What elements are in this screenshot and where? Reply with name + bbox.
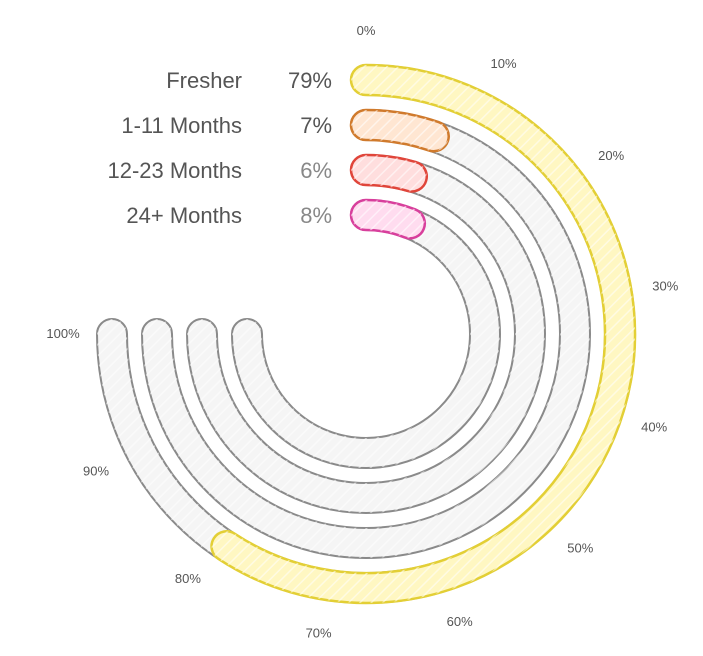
angle-tick-labels: 0% 10% 20% 30% 40% 50% 60% 70% 80% 90% 100% (46, 23, 678, 640)
legend-value-1-11-months: 7% (300, 113, 332, 138)
legend-label-1-11-months: 1-11 Months (121, 113, 242, 138)
legend-label-24-months: 24+ Months (126, 203, 242, 228)
bar-hatch-fresher (211, 65, 636, 604)
tick-label-10: 10% (491, 56, 517, 71)
tick-label-50: 50% (567, 540, 593, 555)
legend: Fresher 79% 1-11 Months 7% 12-23 Months 6% 24+… (107, 68, 332, 228)
legend-value-12-23-months: 6% (300, 158, 332, 183)
legend-label-12-23-months: 12-23 Months (107, 158, 242, 183)
legend-label-fresher: Fresher (166, 68, 242, 93)
data-bars (210, 63, 637, 605)
bar-hatch-24-months (351, 200, 425, 239)
tick-label-90: 90% (83, 464, 109, 479)
tick-label-80: 80% (175, 571, 201, 586)
tick-label-40: 40% (641, 420, 667, 435)
tick-label-60: 60% (447, 614, 473, 629)
legend-value-24-months: 8% (300, 203, 332, 228)
legend-value-fresher: 79% (288, 68, 332, 93)
bar-hatch-12-23-months (351, 155, 427, 192)
tick-label-20: 20% (598, 148, 624, 163)
tick-label-100: 100% (46, 326, 80, 341)
tick-label-0: 0% (357, 23, 376, 38)
bar-hatch-1-11-months (351, 110, 449, 152)
track-hatch-24-months (232, 200, 500, 468)
tick-label-30: 30% (652, 279, 678, 294)
tick-label-70: 70% (306, 625, 332, 640)
